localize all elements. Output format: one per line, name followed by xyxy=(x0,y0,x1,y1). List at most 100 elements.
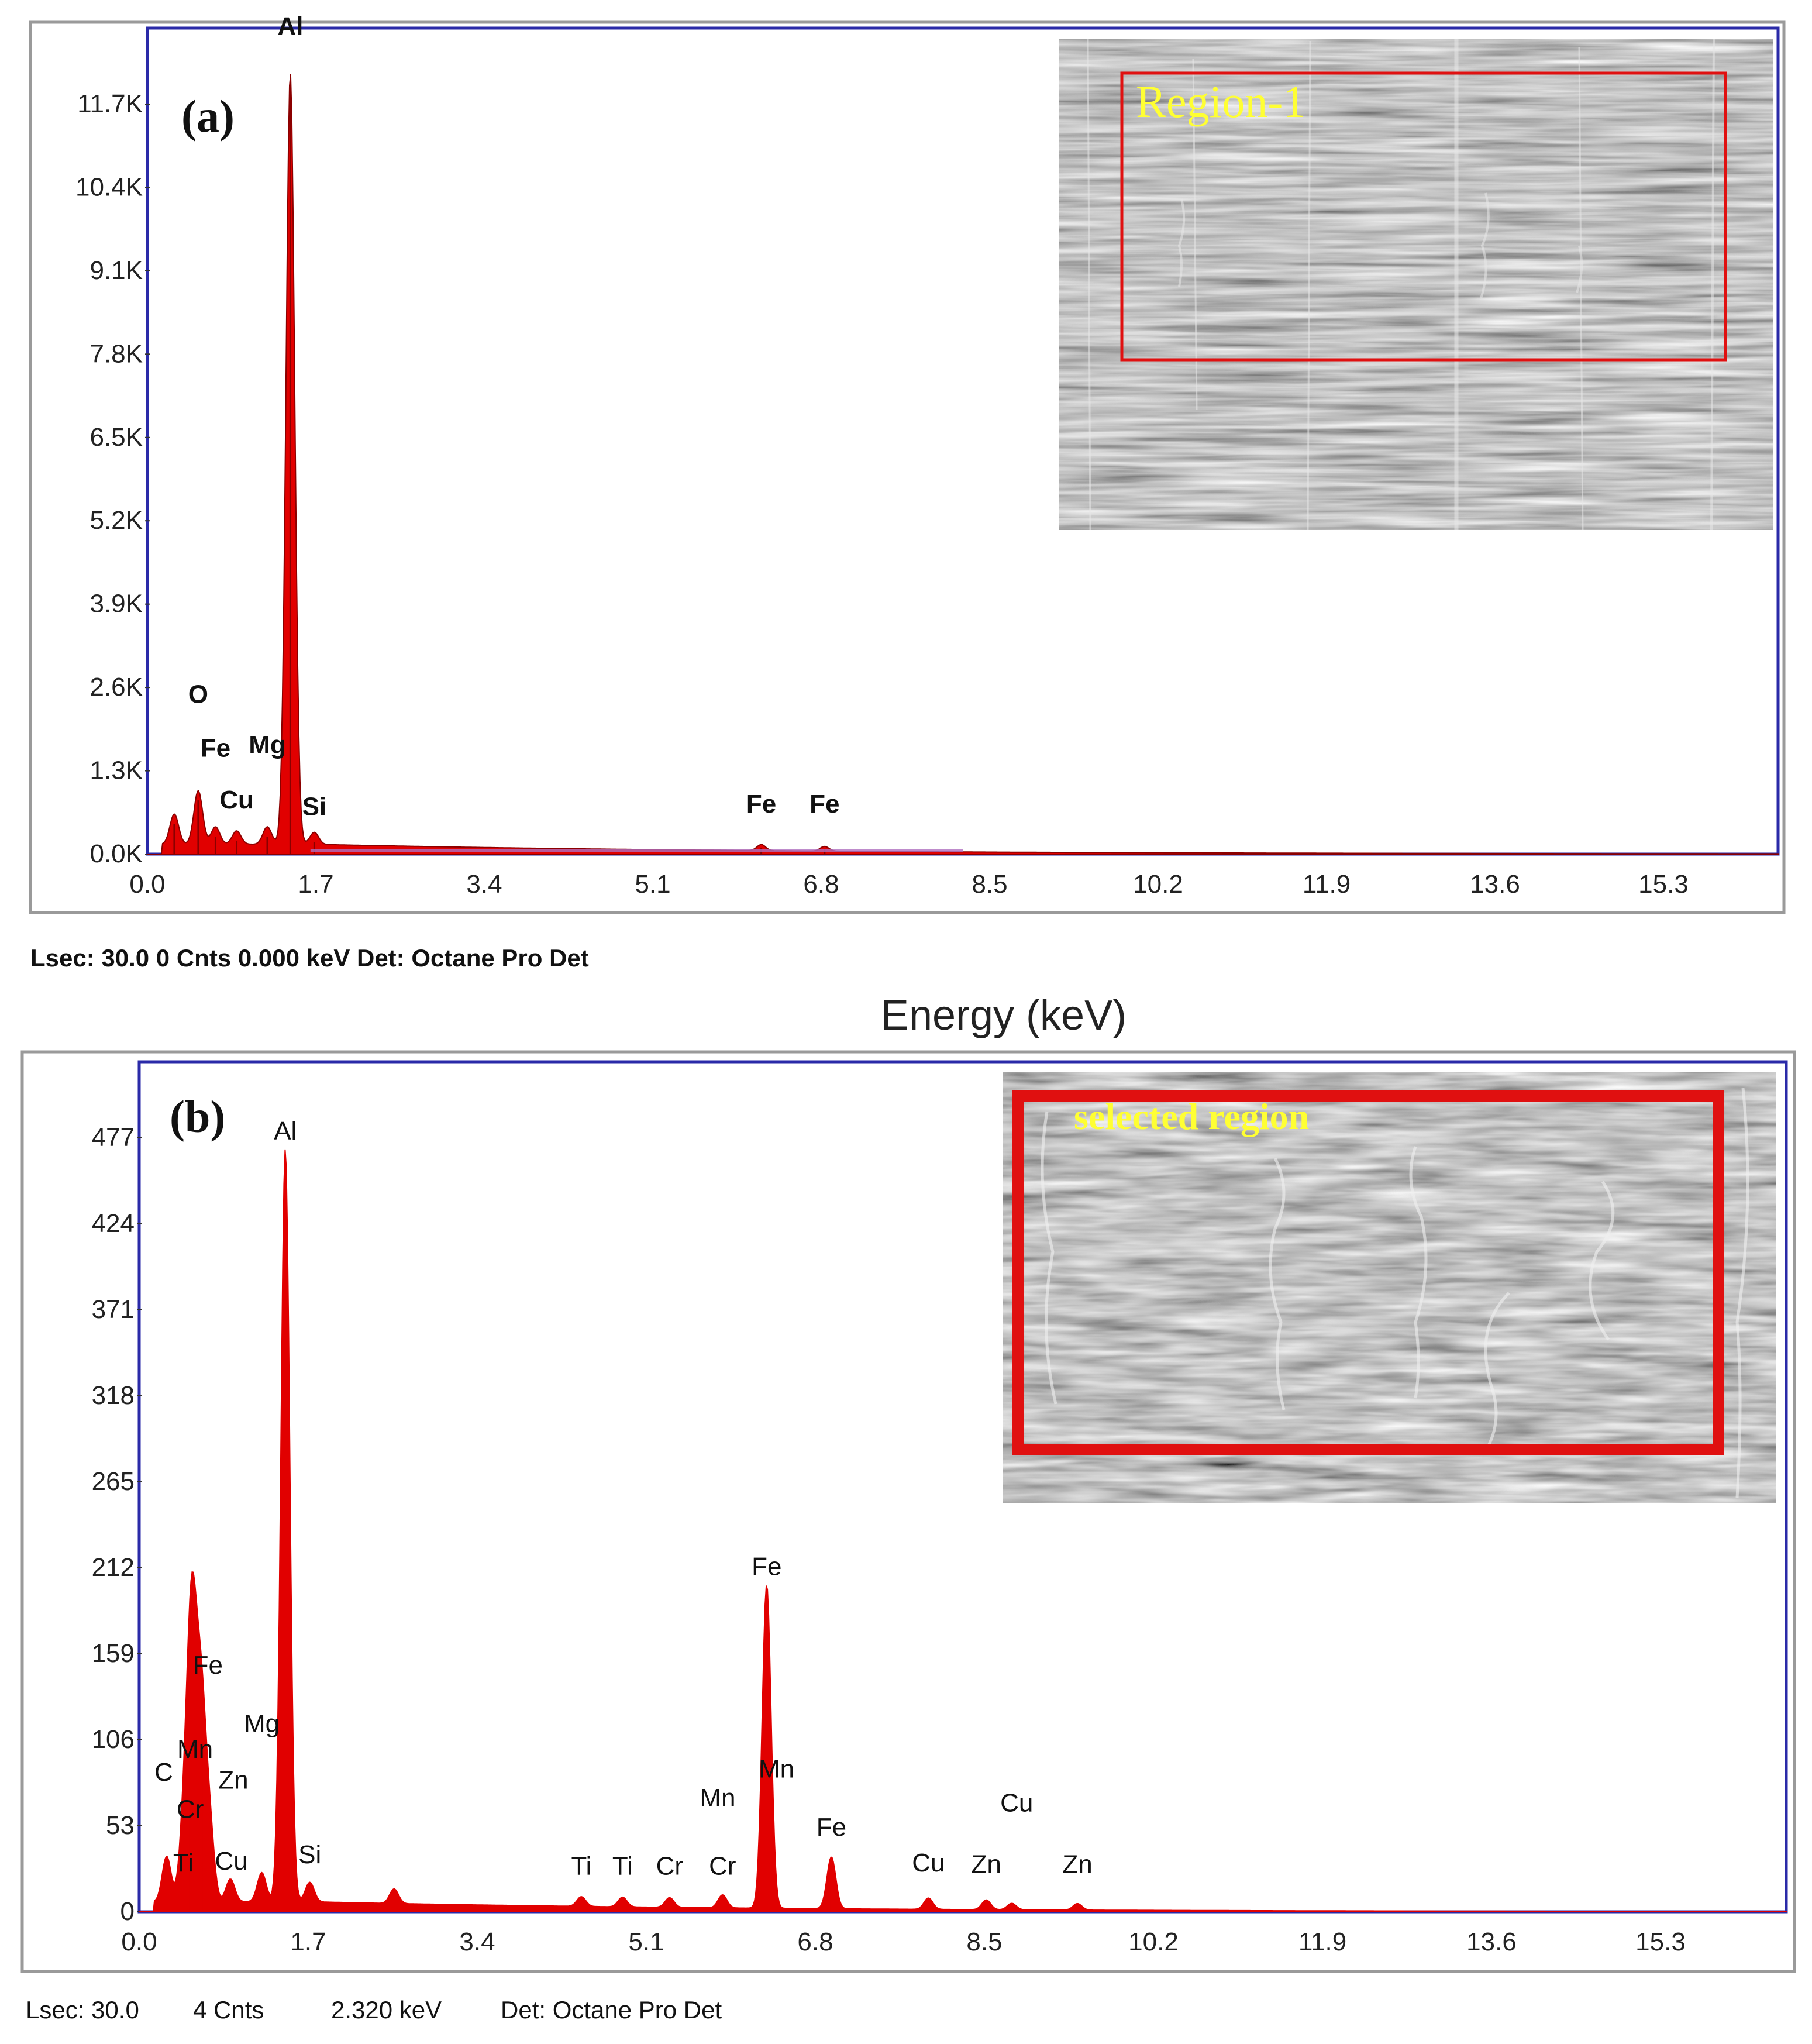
peak-label: Zn xyxy=(218,1766,248,1795)
peak-label: Cr xyxy=(656,1852,683,1880)
sem-image-a xyxy=(1059,39,1773,530)
region-1-label: Region-1 xyxy=(1136,76,1305,127)
y-tick-label: 0 xyxy=(120,1897,135,1926)
x-tick-label: 1.7 xyxy=(290,1928,326,1956)
peak-label: Fe xyxy=(201,734,230,763)
peak-label: Mg xyxy=(249,731,286,759)
x-tick-label: 6.8 xyxy=(797,1928,833,1956)
sem-a-streaks xyxy=(1087,38,1715,531)
panel-b-x-tick-labels: 0.0 1.7 3.4 5.1 6.8 8.5 10.2 11.9 13.6 15.3 xyxy=(121,1928,1685,1956)
panel-a: 0.0K 1.3K 2.6K 3.9K 5.2K 6.5K 7.8K 9.1K 10.4K 11.… xyxy=(29,12,1786,914)
spectrum-area xyxy=(147,74,1779,855)
x-tick-label: 3.4 xyxy=(466,870,502,899)
x-tick-label: 1.7 xyxy=(298,870,333,899)
peak-label: Ti xyxy=(571,1852,591,1880)
panel-b-status-line: Lsec: 30.0 4 Cnts 2.320 keV Det: Octane … xyxy=(26,1996,722,2024)
peak-label: Cr xyxy=(177,1795,204,1823)
peak-label: Mn xyxy=(177,1735,213,1764)
panel-a-spectrum xyxy=(147,74,1779,855)
peak-label: Al xyxy=(277,12,303,40)
y-tick-label: 1.3K xyxy=(89,756,143,785)
spectrum-area xyxy=(139,1149,1787,1912)
selected-region-label: selected region xyxy=(1074,1096,1309,1137)
y-tick-label: 212 xyxy=(92,1553,135,1582)
status-counts: 4 Cnts xyxy=(193,1996,264,2024)
x-tick-label: 5.1 xyxy=(635,870,670,899)
y-tick-label: 53 xyxy=(106,1811,135,1840)
peak-label: Zn xyxy=(972,1850,1001,1879)
peak-label: Cu xyxy=(1000,1788,1033,1817)
panel-b-y-tick-labels: 0 53 106 159 212 265 318 371 424 477 xyxy=(92,1123,142,1926)
x-tick-label: 10.2 xyxy=(1133,870,1183,899)
peak-label: Zn xyxy=(1062,1850,1092,1879)
peak-label: Si xyxy=(298,1840,321,1869)
panel-a-sem-inset: Region-1 xyxy=(1059,38,1773,531)
peak-label: Cr xyxy=(709,1852,736,1880)
peak-label: Cu xyxy=(912,1849,945,1877)
x-tick-label: 11.9 xyxy=(1298,1928,1346,1956)
x-tick-label: 15.3 xyxy=(1635,1928,1686,1956)
peak-label: C xyxy=(154,1758,173,1787)
peak-label: Ti xyxy=(173,1849,194,1877)
y-tick-label: 2.6K xyxy=(89,673,143,701)
energy-axis-title: Energy (keV) xyxy=(881,992,1127,1039)
panel-b: 0 53 106 159 212 265 318 371 424 477 0.0 1.7 3.4 5.1… xyxy=(20,1050,1796,1973)
y-tick-label: 9.1K xyxy=(89,256,143,285)
peak-label: Cu xyxy=(215,1847,247,1876)
peak-label: Fe xyxy=(752,1552,781,1581)
panel-a-tag: (a) xyxy=(181,91,235,142)
status-lsec: Lsec: 30.0 xyxy=(26,1996,139,2024)
sem-image-b xyxy=(1003,1072,1776,1503)
panel-b-tag: (b) xyxy=(170,1091,225,1142)
panel-a-peak-labels: Al O Fe Mg Cu Si Fe Fe xyxy=(188,12,840,821)
y-tick-label: 106 xyxy=(92,1725,135,1754)
panel-a-y-tick-labels: 0.0K 1.3K 2.6K 3.9K 5.2K 6.5K 7.8K 9.1K 10.4K 11.… xyxy=(75,90,150,868)
x-tick-label: 15.3 xyxy=(1638,870,1689,899)
panel-b-spectrum xyxy=(139,1149,1787,1912)
peak-label: Fe xyxy=(809,790,839,818)
sem-b-features xyxy=(1041,1088,1749,1498)
region-1-box xyxy=(1120,71,1727,362)
y-tick-label: 11.7K xyxy=(77,90,143,118)
panel-b-sem-inset: selected region xyxy=(1003,1072,1776,1503)
x-tick-label: 8.5 xyxy=(966,1928,1002,1956)
peak-label: Fe xyxy=(746,790,776,818)
status-energy: 2.320 keV xyxy=(331,1996,442,2024)
y-tick-label: 6.5K xyxy=(89,423,143,452)
y-tick-label: 159 xyxy=(92,1639,135,1668)
peak-label: Mn xyxy=(700,1784,735,1812)
panel-a-x-tick-labels: 0.0 1.7 3.4 5.1 6.8 8.5 10.2 11.9 13.6 15.3 xyxy=(129,870,1688,899)
peak-label: Ti xyxy=(612,1852,633,1880)
y-tick-label: 10.4K xyxy=(75,173,143,201)
x-tick-label: 10.2 xyxy=(1128,1928,1179,1956)
y-tick-label: 3.9K xyxy=(89,590,143,618)
x-tick-label: 6.8 xyxy=(803,870,839,899)
peak-label: Mg xyxy=(244,1709,280,1738)
x-tick-label: 11.9 xyxy=(1303,870,1351,899)
x-tick-label: 5.1 xyxy=(628,1928,664,1956)
y-tick-label: 5.2K xyxy=(89,506,143,535)
peak-label: Cu xyxy=(219,786,254,814)
y-tick-label: 265 xyxy=(92,1467,135,1496)
peak-label: Si xyxy=(302,792,327,821)
y-tick-label: 7.8K xyxy=(89,339,143,368)
status-detector: Det: Octane Pro Det xyxy=(501,1996,722,2024)
y-tick-label: 318 xyxy=(92,1381,135,1410)
x-tick-label: 0.0 xyxy=(129,870,165,899)
peak-label: Fe xyxy=(817,1813,846,1842)
peak-label: O xyxy=(188,680,208,709)
x-tick-label: 8.5 xyxy=(972,870,1007,899)
peak-label: Al xyxy=(274,1117,297,1145)
x-tick-label: 0.0 xyxy=(121,1928,157,1956)
y-tick-label: 477 xyxy=(92,1123,135,1152)
peak-label: Fe xyxy=(193,1651,223,1680)
panel-a-status-line: Lsec: 30.0 0 Cnts 0.000 keV Det: Octane … xyxy=(30,944,589,972)
y-tick-label: 424 xyxy=(92,1209,135,1238)
y-tick-label: 0.0K xyxy=(89,839,143,868)
x-tick-label: 13.6 xyxy=(1466,1928,1517,1956)
x-tick-label: 13.6 xyxy=(1470,870,1520,899)
x-tick-label: 3.4 xyxy=(459,1928,495,1956)
peak-label: Mn xyxy=(759,1754,794,1783)
